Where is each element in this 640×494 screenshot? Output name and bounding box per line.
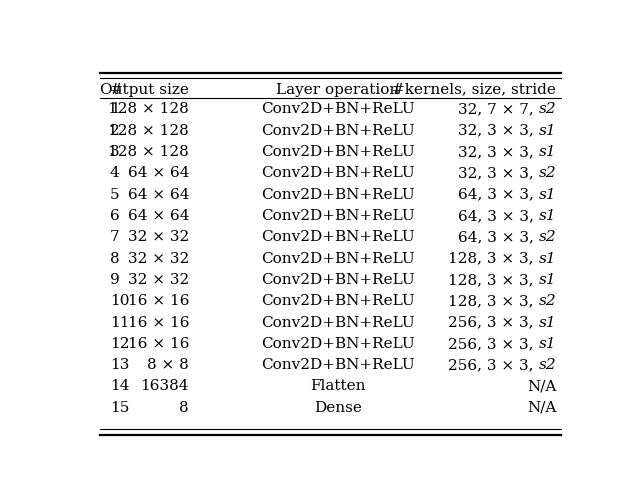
Text: Output size: Output size [100, 82, 189, 97]
Text: s1: s1 [538, 316, 556, 329]
Text: 12: 12 [110, 337, 129, 351]
Text: 6: 6 [110, 209, 120, 223]
Text: 16 × 16: 16 × 16 [127, 316, 189, 329]
Text: 16 × 16: 16 × 16 [127, 294, 189, 308]
Text: 32 × 32: 32 × 32 [128, 230, 189, 245]
Text: 128 × 128: 128 × 128 [108, 102, 189, 117]
Text: s1: s1 [538, 188, 556, 202]
Text: Conv2D+BN+ReLU: Conv2D+BN+ReLU [261, 145, 415, 159]
Text: 128, 3 × 3,: 128, 3 × 3, [448, 273, 538, 287]
Text: 128 × 128: 128 × 128 [108, 145, 189, 159]
Text: 64 × 64: 64 × 64 [127, 166, 189, 180]
Text: Layer operation: Layer operation [276, 82, 399, 97]
Text: s1: s1 [538, 337, 556, 351]
Text: 32 × 32: 32 × 32 [128, 273, 189, 287]
Text: 16384: 16384 [141, 379, 189, 393]
Text: 256, 3 × 3,: 256, 3 × 3, [448, 337, 538, 351]
Text: Conv2D+BN+ReLU: Conv2D+BN+ReLU [261, 124, 415, 138]
Text: 14: 14 [110, 379, 129, 393]
Text: 64 × 64: 64 × 64 [127, 209, 189, 223]
Text: 128, 3 × 3,: 128, 3 × 3, [448, 251, 538, 266]
Text: 64, 3 × 3,: 64, 3 × 3, [458, 230, 538, 245]
Text: 11: 11 [110, 316, 129, 329]
Text: Conv2D+BN+ReLU: Conv2D+BN+ReLU [261, 337, 415, 351]
Text: Conv2D+BN+ReLU: Conv2D+BN+ReLU [261, 188, 415, 202]
Text: 8: 8 [110, 251, 120, 266]
Text: s1: s1 [538, 273, 556, 287]
Text: s1: s1 [538, 209, 556, 223]
Text: N/A: N/A [527, 379, 556, 393]
Text: 128, 3 × 3,: 128, 3 × 3, [448, 294, 538, 308]
Text: 8 × 8: 8 × 8 [147, 358, 189, 372]
Text: N/A: N/A [527, 401, 556, 414]
Text: s2: s2 [538, 102, 556, 117]
Text: s1: s1 [538, 124, 556, 138]
Text: 10: 10 [110, 294, 129, 308]
Text: 64 × 64: 64 × 64 [127, 188, 189, 202]
Text: Flatten: Flatten [310, 379, 365, 393]
Text: 15: 15 [110, 401, 129, 414]
Text: 1: 1 [110, 102, 120, 117]
Text: 256, 3 × 3,: 256, 3 × 3, [448, 316, 538, 329]
Text: 256, 3 × 3,: 256, 3 × 3, [448, 358, 538, 372]
Text: 32, 3 × 3,: 32, 3 × 3, [458, 145, 538, 159]
Text: 32, 3 × 3,: 32, 3 × 3, [458, 166, 538, 180]
Text: 5: 5 [110, 188, 120, 202]
Text: s2: s2 [538, 166, 556, 180]
Text: Conv2D+BN+ReLU: Conv2D+BN+ReLU [261, 209, 415, 223]
Text: Conv2D+BN+ReLU: Conv2D+BN+ReLU [261, 273, 415, 287]
Text: 16 × 16: 16 × 16 [127, 337, 189, 351]
Text: #kernels, size, stride: #kernels, size, stride [392, 82, 556, 97]
Text: 32, 7 × 7,: 32, 7 × 7, [458, 102, 538, 117]
Text: 64, 3 × 3,: 64, 3 × 3, [458, 209, 538, 223]
Text: Dense: Dense [314, 401, 362, 414]
Text: 9: 9 [110, 273, 120, 287]
Text: Conv2D+BN+ReLU: Conv2D+BN+ReLU [261, 316, 415, 329]
Text: Conv2D+BN+ReLU: Conv2D+BN+ReLU [261, 230, 415, 245]
Text: Conv2D+BN+ReLU: Conv2D+BN+ReLU [261, 294, 415, 308]
Text: 32 × 32: 32 × 32 [128, 251, 189, 266]
Text: Conv2D+BN+ReLU: Conv2D+BN+ReLU [261, 166, 415, 180]
Text: s2: s2 [538, 294, 556, 308]
Text: 32, 3 × 3,: 32, 3 × 3, [458, 124, 538, 138]
Text: 13: 13 [110, 358, 129, 372]
Text: 2: 2 [110, 124, 120, 138]
Text: 128 × 128: 128 × 128 [108, 124, 189, 138]
Text: 8: 8 [179, 401, 189, 414]
Text: Conv2D+BN+ReLU: Conv2D+BN+ReLU [261, 102, 415, 117]
Text: s2: s2 [538, 230, 556, 245]
Text: #: # [110, 82, 122, 97]
Text: s2: s2 [538, 358, 556, 372]
Text: Conv2D+BN+ReLU: Conv2D+BN+ReLU [261, 358, 415, 372]
Text: 4: 4 [110, 166, 120, 180]
Text: 64, 3 × 3,: 64, 3 × 3, [458, 188, 538, 202]
Text: Conv2D+BN+ReLU: Conv2D+BN+ReLU [261, 251, 415, 266]
Text: 7: 7 [110, 230, 120, 245]
Text: 3: 3 [110, 145, 120, 159]
Text: s1: s1 [538, 251, 556, 266]
Text: s1: s1 [538, 145, 556, 159]
